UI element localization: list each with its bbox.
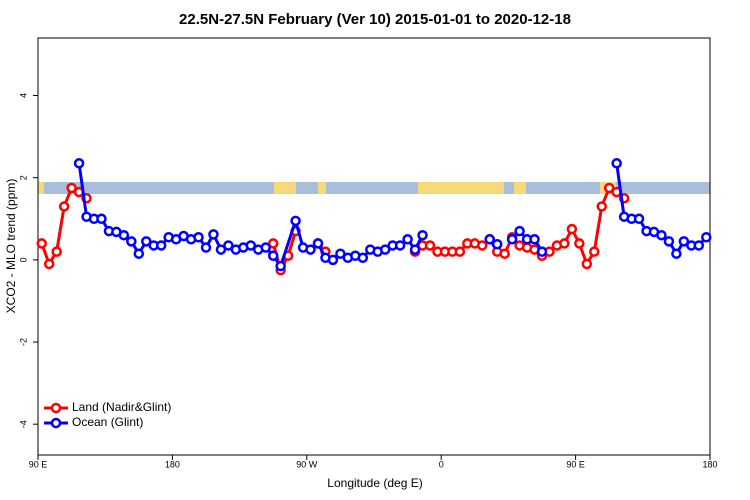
- series: [36, 182, 630, 276]
- data-point: [633, 213, 645, 225]
- data-point: [96, 213, 107, 225]
- data-point: [559, 238, 570, 249]
- x-tick-label: 90 E: [29, 459, 48, 469]
- x-tick-label: 180: [702, 459, 717, 469]
- data-point: [506, 234, 518, 245]
- data-point: [327, 254, 339, 266]
- land-patch: [514, 182, 526, 194]
- data-point: [215, 244, 227, 255]
- x-tick-label: 90 E: [566, 459, 585, 469]
- data-point: [267, 238, 279, 249]
- data-point: [208, 229, 219, 240]
- data-point: [133, 248, 145, 259]
- data-point: [611, 158, 622, 169]
- x-tick-label: 90 W: [296, 459, 318, 469]
- data-point: [126, 236, 137, 247]
- data-point: [66, 182, 77, 194]
- land-patch: [318, 182, 326, 194]
- chart-title: 22.5N-27.5N February (Ver 10) 2015-01-01…: [179, 11, 571, 28]
- data-point: [581, 258, 593, 270]
- data-point: [424, 240, 436, 251]
- series: [73, 158, 712, 272]
- data-point: [417, 229, 428, 241]
- legend-marker: [50, 417, 62, 429]
- data-point: [43, 258, 55, 270]
- data-point: [245, 240, 257, 251]
- data-point: [379, 244, 391, 255]
- data-point: [574, 238, 585, 249]
- data-point: [529, 234, 540, 245]
- legend-label: Ocean (Glint): [72, 415, 143, 429]
- x-tick-label: 0: [439, 459, 444, 469]
- data-point: [223, 240, 234, 251]
- data-point: [589, 246, 600, 257]
- legend-label: Land (Nadir&Glint): [72, 400, 171, 414]
- data-point: [409, 244, 421, 255]
- y-tick-label: -2: [18, 338, 28, 346]
- y-tick-label: -4: [18, 420, 28, 428]
- data-point: [477, 240, 488, 251]
- land-patch: [38, 182, 44, 194]
- data-point: [499, 248, 510, 259]
- data-point: [73, 158, 85, 169]
- data-point: [663, 236, 675, 247]
- data-point: [402, 234, 413, 245]
- data-point: [290, 215, 301, 227]
- y-tick-label: 2: [18, 175, 28, 180]
- data-point: [155, 240, 167, 251]
- data-point: [701, 232, 712, 243]
- data-point: [36, 238, 47, 249]
- data-point: [312, 238, 324, 249]
- data-point: [141, 236, 152, 247]
- data-point: [200, 242, 212, 253]
- data-point: [536, 246, 548, 257]
- land-patch: [274, 182, 296, 194]
- data-point: [275, 260, 286, 272]
- y-tick-label: 0: [18, 257, 28, 262]
- data-point: [656, 229, 667, 241]
- x-axis-label: Longitude (deg E): [327, 476, 422, 490]
- data-point: [118, 229, 130, 241]
- data-point: [484, 234, 495, 245]
- data-point: [671, 248, 682, 259]
- data-point: [491, 238, 503, 250]
- data-point: [454, 246, 466, 257]
- data-point: [193, 232, 204, 243]
- data-point: [267, 250, 279, 261]
- land-patch: [418, 182, 504, 194]
- data-point: [596, 201, 607, 212]
- data-point: [335, 248, 346, 259]
- data-point: [603, 182, 615, 194]
- y-axis-label: XCO2 - MLO trend (ppm): [4, 179, 18, 314]
- data-point: [566, 223, 578, 235]
- ocean-band: [38, 182, 710, 194]
- legend-marker: [50, 402, 62, 414]
- data-point: [514, 225, 525, 237]
- data-point: [260, 242, 271, 253]
- data-point: [693, 240, 705, 251]
- data-point: [678, 236, 690, 247]
- data-point: [58, 201, 70, 212]
- data-point: [51, 246, 62, 257]
- data-point: [394, 240, 406, 251]
- data-point: [357, 252, 369, 264]
- data-point: [305, 244, 316, 255]
- y-tick-label: 4: [18, 93, 28, 98]
- x-tick-label: 180: [165, 459, 180, 469]
